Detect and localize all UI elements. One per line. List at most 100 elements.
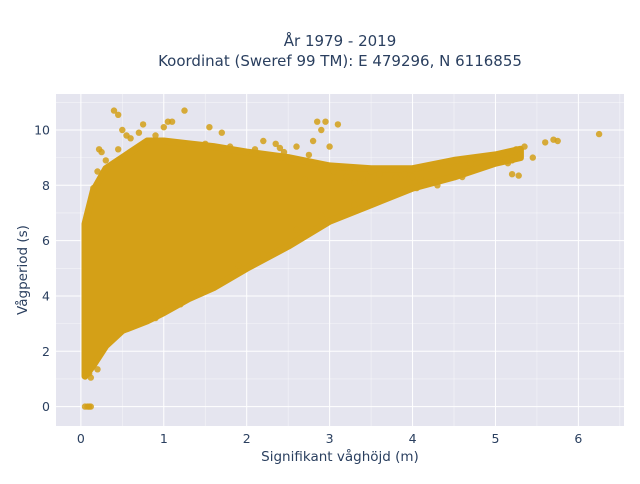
x-tick-label: 4 bbox=[409, 431, 417, 446]
data-point bbox=[168, 118, 176, 125]
data-point bbox=[484, 154, 491, 161]
data-point bbox=[384, 165, 391, 172]
data-point bbox=[529, 154, 536, 161]
data-point bbox=[515, 172, 522, 179]
data-point bbox=[554, 137, 561, 145]
data-point bbox=[98, 148, 105, 156]
x-tick-label: 2 bbox=[243, 431, 251, 446]
data-point bbox=[202, 140, 209, 147]
data-point bbox=[81, 251, 89, 258]
data-point bbox=[285, 157, 292, 164]
data-point bbox=[185, 140, 192, 147]
data-point bbox=[102, 157, 110, 164]
x-tick-label: 5 bbox=[491, 431, 499, 446]
data-point bbox=[442, 162, 449, 170]
data-points bbox=[81, 107, 603, 410]
data-point bbox=[367, 168, 375, 175]
y-tick-label: 10 bbox=[34, 122, 50, 137]
data-point bbox=[251, 146, 259, 153]
data-point bbox=[318, 212, 325, 219]
data-point bbox=[144, 137, 151, 145]
y-tick-label: 6 bbox=[42, 233, 50, 248]
data-point bbox=[413, 184, 420, 192]
chart-title-line-2: Koordinat (Sweref 99 TM): E 479296, N 61… bbox=[158, 52, 522, 70]
data-point bbox=[218, 129, 225, 136]
data-point bbox=[152, 314, 159, 322]
data-point bbox=[293, 143, 300, 150]
data-point bbox=[90, 184, 97, 192]
data-point bbox=[513, 146, 520, 153]
y-axis-title: Vågperiod (s) bbox=[14, 225, 31, 315]
data-point bbox=[87, 374, 95, 381]
data-point bbox=[372, 195, 379, 203]
data-point bbox=[343, 173, 350, 181]
x-tick-label: 0 bbox=[77, 431, 85, 446]
x-tick-label: 1 bbox=[160, 431, 168, 446]
data-point bbox=[330, 168, 337, 175]
data-point bbox=[235, 262, 242, 269]
y-tick-label: 8 bbox=[42, 178, 50, 193]
data-point bbox=[139, 121, 147, 128]
x-tick-label: 6 bbox=[574, 431, 582, 446]
data-point bbox=[115, 111, 122, 119]
data-point bbox=[459, 173, 466, 181]
data-point bbox=[152, 132, 159, 139]
data-point bbox=[272, 140, 279, 147]
data-point bbox=[305, 151, 313, 159]
data-point bbox=[94, 366, 101, 373]
data-point bbox=[434, 162, 441, 170]
data-point bbox=[434, 182, 441, 189]
data-point bbox=[127, 135, 134, 142]
data-point bbox=[260, 137, 267, 145]
data-point bbox=[94, 168, 101, 175]
data-point bbox=[322, 118, 329, 125]
data-point bbox=[293, 226, 300, 233]
data-point bbox=[115, 146, 122, 153]
y-tick-label: 2 bbox=[42, 344, 50, 359]
data-point bbox=[82, 348, 90, 355]
data-point bbox=[84, 312, 91, 319]
data-point bbox=[496, 157, 503, 164]
data-point bbox=[334, 121, 342, 128]
data-point bbox=[542, 139, 549, 146]
data-point bbox=[595, 130, 603, 138]
data-point bbox=[81, 278, 89, 286]
x-tick-label: 3 bbox=[326, 431, 334, 446]
data-point bbox=[83, 220, 90, 228]
data-point bbox=[392, 173, 400, 181]
data-point bbox=[425, 179, 433, 186]
data-point bbox=[309, 137, 317, 145]
tick-labels: 0 1 2 3 4 5 6 0 2 4 6 8 10 bbox=[34, 122, 582, 446]
data-point bbox=[280, 148, 288, 156]
data-point bbox=[243, 148, 250, 156]
data-point bbox=[181, 107, 188, 114]
data-point bbox=[226, 143, 234, 150]
data-point bbox=[135, 129, 143, 136]
data-point bbox=[508, 157, 516, 164]
data-point bbox=[160, 124, 167, 131]
data-point bbox=[475, 154, 483, 161]
data-point bbox=[459, 157, 466, 164]
data-point bbox=[409, 173, 416, 181]
data-point bbox=[351, 179, 358, 186]
data-point bbox=[326, 143, 333, 150]
data-point bbox=[467, 160, 474, 167]
data-point bbox=[425, 165, 433, 172]
data-point bbox=[351, 201, 358, 208]
data-point bbox=[110, 107, 118, 114]
data-point bbox=[401, 171, 408, 178]
dense-point-cloud bbox=[81, 137, 524, 380]
chart-title-line-1: År 1979 - 2019 bbox=[284, 31, 397, 50]
data-point bbox=[517, 151, 524, 159]
y-tick-label: 0 bbox=[42, 399, 50, 414]
data-point bbox=[81, 359, 89, 366]
y-tick-label: 4 bbox=[42, 288, 50, 303]
data-point bbox=[314, 118, 321, 125]
data-point bbox=[521, 143, 528, 150]
data-point bbox=[177, 301, 184, 308]
data-point bbox=[193, 284, 201, 291]
data-point bbox=[417, 176, 424, 183]
data-point bbox=[206, 124, 213, 131]
